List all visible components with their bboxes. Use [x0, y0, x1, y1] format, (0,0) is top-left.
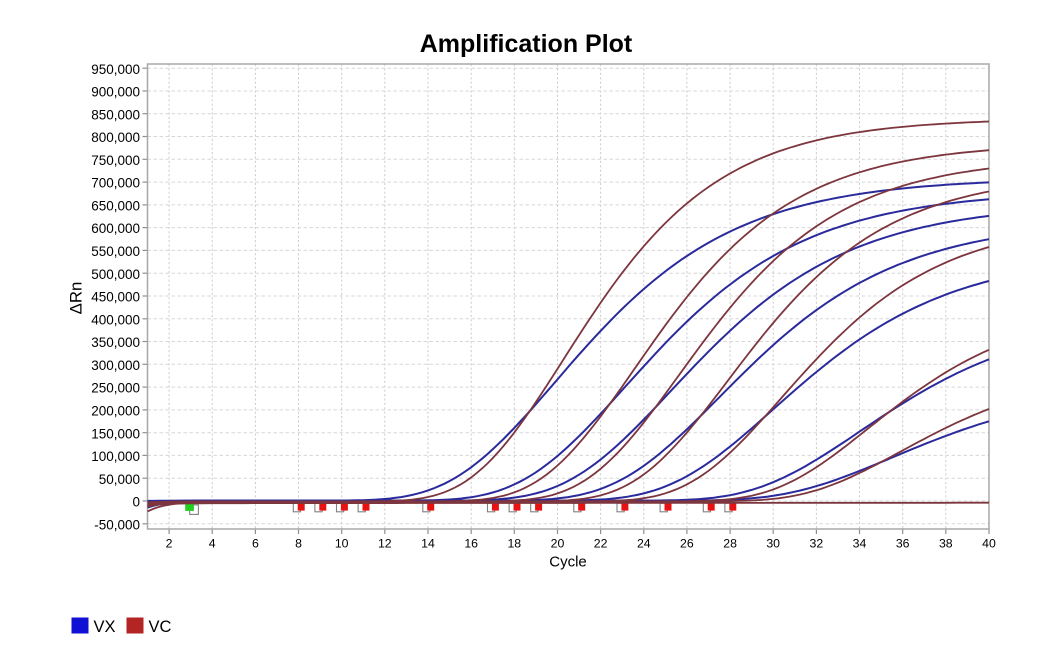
svg-text:4: 4 — [209, 537, 216, 551]
svg-text:VX: VX — [94, 618, 116, 636]
svg-text:8: 8 — [295, 537, 302, 551]
svg-text:22: 22 — [594, 537, 608, 551]
svg-text:10: 10 — [335, 537, 349, 551]
svg-text:850,000: 850,000 — [91, 107, 140, 122]
svg-text:550,000: 550,000 — [91, 244, 140, 259]
svg-text:VC: VC — [149, 618, 172, 636]
svg-text:12: 12 — [378, 537, 392, 551]
svg-text:150,000: 150,000 — [91, 426, 140, 441]
svg-text:26: 26 — [680, 537, 694, 551]
svg-text:6: 6 — [252, 537, 259, 551]
svg-text:900,000: 900,000 — [91, 85, 140, 100]
svg-text:24: 24 — [637, 537, 651, 551]
svg-text:750,000: 750,000 — [91, 153, 140, 168]
svg-text:14: 14 — [421, 537, 435, 551]
svg-text:200,000: 200,000 — [91, 404, 140, 419]
svg-text:400,000: 400,000 — [91, 312, 140, 327]
svg-text:Cycle: Cycle — [549, 554, 587, 571]
svg-text:16: 16 — [464, 537, 478, 551]
svg-text:950,000: 950,000 — [91, 62, 140, 77]
svg-text:28: 28 — [723, 537, 737, 551]
svg-text:40: 40 — [982, 537, 996, 551]
svg-text:800,000: 800,000 — [91, 130, 140, 145]
svg-text:-50,000: -50,000 — [94, 517, 140, 532]
svg-text:250,000: 250,000 — [91, 381, 140, 396]
svg-text:0: 0 — [132, 495, 140, 510]
svg-text:650,000: 650,000 — [91, 199, 140, 214]
svg-text:50,000: 50,000 — [99, 472, 140, 487]
svg-text:ΔRn: ΔRn — [67, 282, 86, 315]
svg-text:100,000: 100,000 — [91, 449, 140, 464]
svg-text:Amplification Plot: Amplification Plot — [420, 30, 633, 58]
svg-text:2: 2 — [166, 537, 173, 551]
svg-text:38: 38 — [939, 537, 953, 551]
svg-text:34: 34 — [853, 537, 867, 551]
svg-text:600,000: 600,000 — [91, 221, 140, 236]
svg-text:450,000: 450,000 — [91, 290, 140, 305]
svg-text:700,000: 700,000 — [91, 176, 140, 191]
svg-text:30: 30 — [766, 537, 780, 551]
svg-text:36: 36 — [896, 537, 910, 551]
svg-text:350,000: 350,000 — [91, 335, 140, 350]
svg-text:20: 20 — [551, 537, 565, 551]
svg-text:500,000: 500,000 — [91, 267, 140, 282]
svg-text:300,000: 300,000 — [91, 358, 140, 373]
svg-text:32: 32 — [810, 537, 824, 551]
svg-text:18: 18 — [507, 537, 521, 551]
